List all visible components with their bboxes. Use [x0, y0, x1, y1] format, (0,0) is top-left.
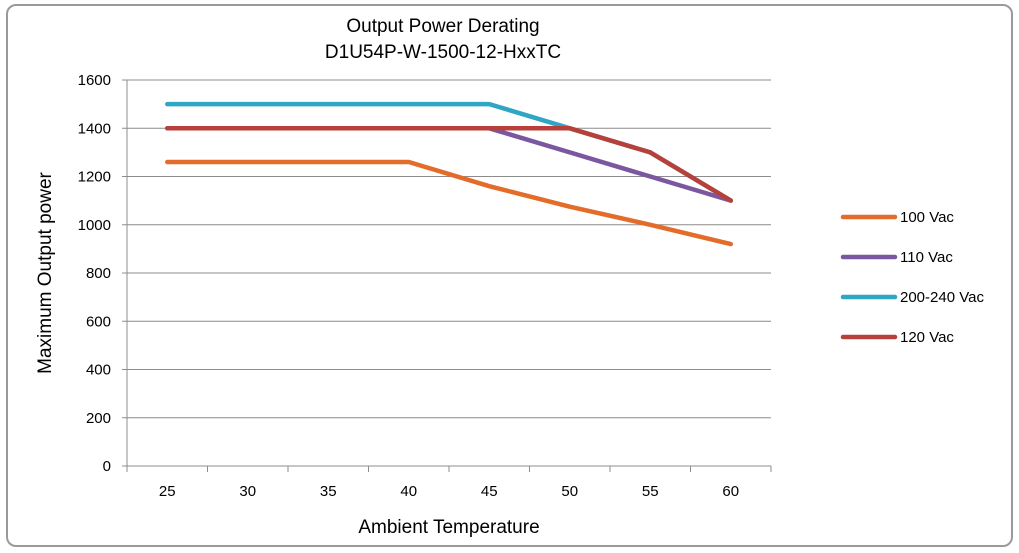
y-tick-label: 400: [86, 362, 111, 379]
x-tick-label: 50: [561, 483, 578, 500]
series-line-110-vac: [165, 126, 734, 203]
series-line-100-vac: [165, 159, 734, 247]
y-tick-label: 1400: [78, 120, 111, 137]
axes: [122, 79, 772, 472]
y-tick-label: 1000: [78, 217, 111, 234]
y-tick-label: 1600: [78, 72, 111, 89]
x-tick-label: 40: [400, 483, 417, 500]
chart-title: Output Power Derating: [346, 16, 539, 37]
x-tick-label: 35: [320, 483, 337, 500]
x-tick-label: 55: [642, 483, 659, 500]
y-tick-label: 600: [86, 313, 111, 330]
legend-label: 200-240 Vac: [900, 289, 984, 306]
legend-label: 100 Vac: [900, 209, 954, 226]
series-lines: [165, 101, 734, 247]
y-tick-labels: 0 200 400 600 800 1000 1200 1400 1600: [78, 72, 111, 475]
y-tick-label: 1200: [78, 169, 111, 186]
legend-label: 110 Vac: [900, 249, 953, 266]
x-tick-labels: 25 30 35 40 45 50 55 60: [159, 483, 739, 500]
x-axis-label: Ambient Temperature: [358, 517, 539, 538]
y-axis-label: Maximum Output power: [35, 171, 56, 373]
y-tick-label: 0: [103, 458, 111, 475]
x-tick-label: 30: [239, 483, 256, 500]
series-line-120-vac: [165, 126, 734, 203]
y-tick-label: 200: [86, 410, 111, 427]
x-tick-label: 45: [481, 483, 498, 500]
chart-subtitle: D1U54P-W-1500-12-HxxTC: [325, 42, 561, 63]
legend: 100 Vac 110 Vac 200-240 Vac 120 Vac: [840, 209, 984, 346]
gridlines: [127, 79, 771, 419]
x-tick-label: 60: [722, 483, 739, 500]
x-tick-label: 25: [159, 483, 176, 500]
legend-label: 120 Vac: [900, 329, 954, 346]
chart-frame: [6, 4, 1013, 547]
y-tick-label: 800: [86, 265, 111, 282]
